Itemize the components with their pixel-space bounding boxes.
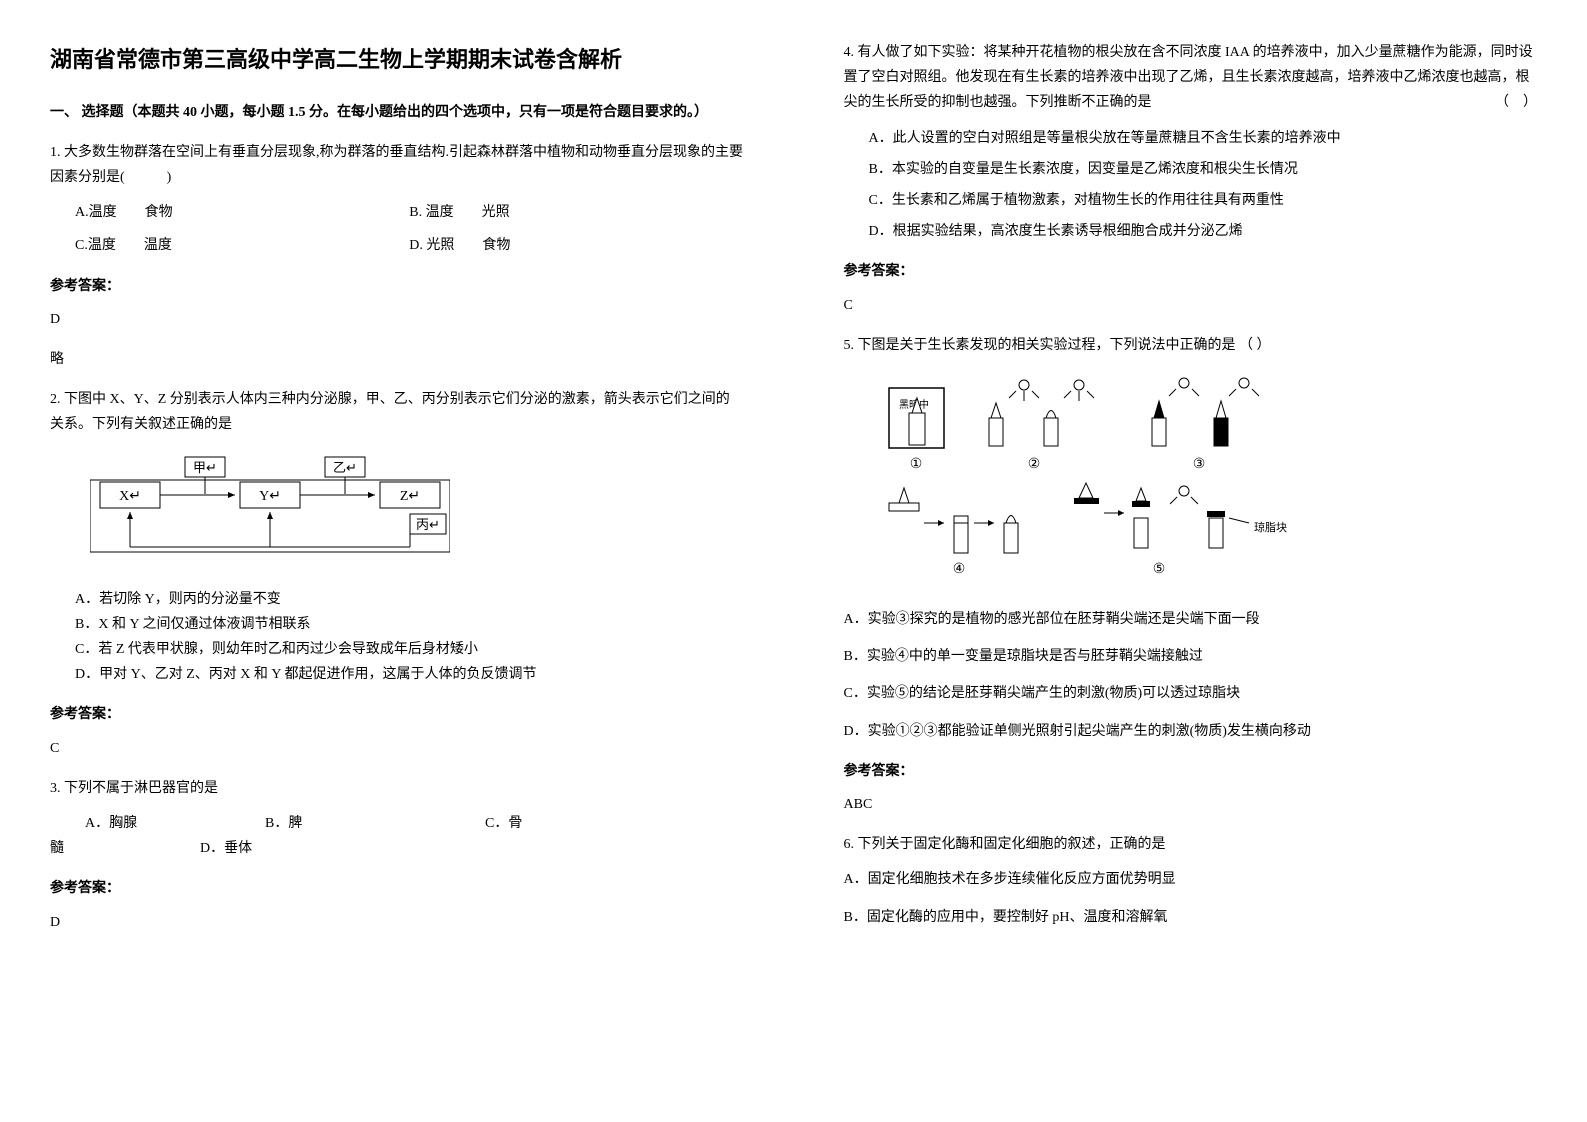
q3-text: 3. 下列不属于淋巴器官的是 xyxy=(50,776,744,801)
question-5: 5. 下图是关于生长素发现的相关实验过程，下列说法中正确的是 （ ） 黑暗中 ① xyxy=(844,333,1538,744)
q4-ans: C xyxy=(844,293,1538,318)
q5-opt-a: A．实验③探究的是植物的感光部位在胚芽鞘尖端还是尖端下面一段 xyxy=(844,607,1538,632)
q5-ans-label: 参考答案： xyxy=(844,759,1538,784)
svg-text:琼脂块: 琼脂块 xyxy=(1254,520,1287,534)
q5-opt-b: B．实验④中的单一变量是琼脂块是否与胚芽鞘尖端接触过 xyxy=(844,644,1538,669)
question-4: 4. 有人做了如下实验：将某种开花植物的根尖放在含不同浓度 IAA 的培养液中，… xyxy=(844,40,1538,244)
q3-ans-label: 参考答案： xyxy=(50,876,744,901)
q3-ans: D xyxy=(50,910,744,935)
q1-text: 1. 大多数生物群落在空间上有垂直分层现象,称为群落的垂直结构.引起森林群落中植… xyxy=(50,140,744,190)
q6-opt-b: B．固定化酶的应用中，要控制好 pH、温度和溶解氧 xyxy=(844,905,1538,930)
question-6: 6. 下列关于固定化酶和固定化细胞的叙述，正确的是 A．固定化细胞技术在多步连续… xyxy=(844,832,1538,930)
q2-opt-c: C．若 Z 代表甲状腺，则幼年时乙和丙过少会导致成年后身材矮小 xyxy=(50,637,744,662)
svg-text:甲↵: 甲↵ xyxy=(193,460,217,475)
q5-opt-c: C．实验⑤的结论是胚芽鞘尖端产生的刺激(物质)可以透过琼脂块 xyxy=(844,681,1538,706)
q3-opts-line2: 髓 D．垂体 xyxy=(50,836,744,861)
q2-opt-a: A．若切除 Y，则丙的分泌量不变 xyxy=(50,587,744,612)
svg-text:Z↵: Z↵ xyxy=(400,489,420,504)
q4-opt-b: B．本实验的自变量是生长素浓度，因变量是乙烯浓度和根尖生长情况 xyxy=(844,157,1538,182)
q4-stem: 4. 有人做了如下实验：将某种开花植物的根尖放在含不同浓度 IAA 的培养液中，… xyxy=(844,45,1533,110)
q5-ans: ABC xyxy=(844,792,1538,817)
q2-ans-label: 参考答案： xyxy=(50,702,744,727)
left-column: 湖南省常德市第三高级中学高二生物上学期期末试卷含解析 一、 选择题（本题共 40… xyxy=(0,0,794,1122)
q1-note: 略 xyxy=(50,347,744,372)
q4-opts: A．此人设置的空白对照组是等量根尖放在等量蔗糖且不含生长素的培养液中 B．本实验… xyxy=(844,126,1538,245)
q5-text: 5. 下图是关于生长素发现的相关实验过程，下列说法中正确的是 （ ） xyxy=(844,333,1538,358)
q4-ans-label: 参考答案： xyxy=(844,259,1538,284)
q3-opts-line1: A．胸腺 B．脾 C．骨 xyxy=(50,811,744,836)
question-3: 3. 下列不属于淋巴器官的是 A．胸腺 B．脾 C．骨 髓 D．垂体 xyxy=(50,776,744,862)
right-column: 4. 有人做了如下实验：将某种开花植物的根尖放在含不同浓度 IAA 的培养液中，… xyxy=(794,0,1587,1122)
svg-text:乙↵: 乙↵ xyxy=(333,460,357,475)
svg-text:X↵: X↵ xyxy=(119,489,141,504)
svg-text:⑤: ⑤ xyxy=(1152,562,1165,577)
q2-svg: X↵ Y↵ Z↵ 甲↵ 乙↵ 丙↵ xyxy=(90,452,450,562)
question-2: 2. 下图中 X、Y、Z 分别表示人体内三种内分泌腺，甲、乙、丙分别表示它们分泌… xyxy=(50,387,744,687)
q2-diagram: X↵ Y↵ Z↵ 甲↵ 乙↵ 丙↵ xyxy=(90,452,744,571)
q2-opt-b: B．X 和 Y 之间仅通过体液调节相联系 xyxy=(50,612,744,637)
q1-opts-row2: C.温度 温度 D. 光照 食物 xyxy=(50,233,744,258)
section-header: 一、 选择题（本题共 40 小题，每小题 1.5 分。在每小题给出的四个选项中，… xyxy=(50,100,744,125)
q3-opt-d: D．垂体 xyxy=(200,836,252,861)
q3-opt-a: A．胸腺 xyxy=(85,811,265,836)
page-title: 湖南省常德市第三高级中学高二生物上学期期末试卷含解析 xyxy=(50,40,744,80)
q3-opt-c: C．骨 xyxy=(485,811,522,836)
svg-text:④: ④ xyxy=(952,562,965,577)
q5-opt-d: D．实验①②③都能验证单侧光照射引起尖端产生的刺激(物质)发生横向移动 xyxy=(844,719,1538,744)
q1-opts-row1: A.温度 食物 B. 温度 光照 xyxy=(50,200,744,225)
q1-ans: D xyxy=(50,307,744,332)
svg-text:①: ① xyxy=(909,457,922,472)
q3-opt-c2: 髓 xyxy=(50,836,200,861)
q1-opt-c: C.温度 温度 xyxy=(75,233,409,258)
question-1: 1. 大多数生物群落在空间上有垂直分层现象,称为群落的垂直结构.引起森林群落中植… xyxy=(50,140,744,259)
q4-opt-c: C．生长素和乙烯属于植物激素，对植物生长的作用往往具有两重性 xyxy=(844,188,1538,213)
svg-text:丙↵: 丙↵ xyxy=(416,517,440,532)
svg-text:②: ② xyxy=(1027,457,1040,472)
q1-opt-b: B. 温度 光照 xyxy=(409,200,743,225)
q2-opt-d: D．甲对 Y、乙对 Z、丙对 X 和 Y 都起促进作用，这属于人体的负反馈调节 xyxy=(50,662,744,687)
q1-opt-a: A.温度 食物 xyxy=(75,200,409,225)
svg-text:Y↵: Y↵ xyxy=(259,489,281,504)
q5-diagram: 黑暗中 ① ② xyxy=(874,373,1538,592)
q5-svg: 黑暗中 ① ② xyxy=(874,373,1294,583)
q1-opt-d: D. 光照 食物 xyxy=(409,233,743,258)
q4-opt-d: D．根据实验结果，高浓度生长素诱导根细胞合成并分泌乙烯 xyxy=(844,219,1538,244)
q2-text: 2. 下图中 X、Y、Z 分别表示人体内三种内分泌腺，甲、乙、丙分别表示它们分泌… xyxy=(50,387,744,437)
q1-ans-label: 参考答案： xyxy=(50,274,744,299)
q6-text: 6. 下列关于固定化酶和固定化细胞的叙述，正确的是 xyxy=(844,832,1538,857)
q4-opt-a: A．此人设置的空白对照组是等量根尖放在等量蔗糖且不含生长素的培养液中 xyxy=(844,126,1538,151)
svg-text:③: ③ xyxy=(1192,457,1205,472)
q2-ans: C xyxy=(50,736,744,761)
q3-opt-b: B．脾 xyxy=(265,811,485,836)
q4-text: 4. 有人做了如下实验：将某种开花植物的根尖放在含不同浓度 IAA 的培养液中，… xyxy=(844,40,1538,116)
q6-opt-a: A．固定化细胞技术在多步连续催化反应方面优势明显 xyxy=(844,867,1538,892)
q4-paren: （ ） xyxy=(1495,90,1537,115)
